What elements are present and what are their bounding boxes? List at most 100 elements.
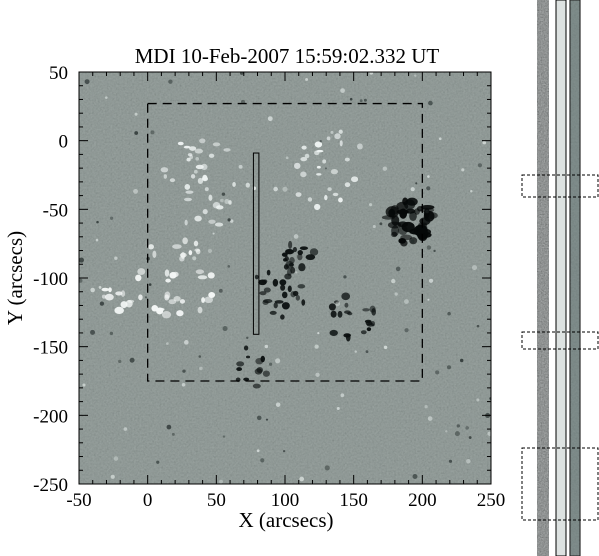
polarity-speck (282, 450, 286, 453)
polarity-spot (138, 294, 143, 301)
polarity-spot (301, 145, 307, 150)
polarity-spot (202, 174, 208, 181)
polarity-spot (326, 136, 331, 141)
polarity-speck (487, 431, 491, 436)
polarity-speck (425, 209, 429, 214)
polarity-speck (466, 458, 471, 464)
polarity-spot (255, 357, 264, 365)
polarity-speck (275, 402, 281, 407)
polarity-spot (288, 263, 294, 267)
polarity-speck (198, 355, 202, 358)
polarity-spot (292, 247, 297, 253)
polarity-speck (144, 296, 148, 299)
polarity-speck (150, 130, 155, 135)
polarity-speck (275, 358, 281, 364)
polarity-spot (391, 231, 398, 238)
polarity-speck (114, 256, 118, 260)
polarity-speck (96, 220, 99, 224)
polarity-speck (319, 140, 322, 143)
polarity-spot (262, 279, 268, 284)
polarity-speck (415, 182, 418, 185)
polarity-spot (281, 252, 288, 257)
polarity-spot (187, 153, 193, 157)
polarity-speck (293, 234, 299, 239)
polarity-speck (465, 426, 469, 430)
polarity-speck (109, 331, 114, 336)
polarity-speck (110, 216, 114, 220)
polarity-spot (423, 208, 430, 219)
polarity-speck (204, 187, 209, 192)
polarity-speck (369, 72, 374, 75)
polarity-spot (345, 333, 351, 342)
polarity-speck (98, 285, 102, 289)
polarity-spot (365, 321, 373, 326)
polarity-speck (427, 298, 430, 301)
polarity-spot (309, 248, 319, 256)
polarity-spot (297, 253, 303, 261)
polarity-spot (169, 178, 176, 183)
polarity-spot (215, 205, 224, 210)
polarity-speck (456, 424, 460, 428)
polarity-spot (337, 310, 343, 318)
polarity-speck (428, 100, 433, 106)
polarity-spot (156, 307, 164, 315)
polarity-spot (396, 209, 409, 215)
polarity-speck (79, 257, 85, 263)
polarity-spot (254, 274, 259, 280)
polarity-spot (387, 221, 402, 229)
polarity-spot (299, 246, 309, 251)
polarity-speck (394, 292, 398, 296)
polarity-spot (314, 141, 323, 148)
polarity-speck (90, 329, 96, 335)
polarity-speck (212, 232, 215, 235)
polarity-speck (335, 301, 341, 307)
polarity-speck (336, 407, 340, 411)
polarity-speck (324, 167, 327, 170)
polarity-spot (316, 173, 322, 176)
polarity-spot (115, 291, 123, 296)
polarity-speck (428, 278, 434, 283)
polarity-speck (224, 198, 230, 204)
polarity-speck (447, 311, 451, 316)
strip-highlight-box-1 (521, 174, 599, 198)
polarity-spot (236, 361, 245, 367)
polarity-spot (295, 192, 302, 197)
polarity-speck (299, 476, 305, 482)
polarity-speck (221, 192, 226, 196)
polarity-speck (476, 324, 480, 328)
polarity-spot (328, 303, 336, 311)
polarity-spot (274, 300, 284, 304)
polarity-speck (383, 345, 388, 350)
polarity-spot (204, 296, 214, 304)
polarity-speck (166, 342, 169, 345)
polarity-speck (340, 88, 345, 93)
polarity-speck (227, 265, 231, 268)
polarity-spot (290, 291, 296, 298)
polarity-spot (279, 279, 287, 286)
polarity-speck (222, 325, 228, 332)
y-tick-label: -150 (33, 338, 68, 359)
polarity-speck (427, 416, 433, 421)
polarity-spot (101, 294, 106, 299)
x-tick-label: 200 (408, 490, 437, 511)
polarity-speck (134, 131, 139, 135)
polarity-spot (212, 142, 221, 147)
polarity-spot (298, 263, 306, 272)
slit-marker (252, 152, 260, 335)
polarity-speck (267, 116, 273, 122)
polarity-spot (179, 299, 186, 304)
y-tick-label: -250 (33, 475, 68, 496)
polarity-speck (472, 265, 478, 271)
polarity-speck (454, 431, 460, 437)
polarity-speck (192, 256, 197, 261)
polarity-spot (330, 169, 338, 175)
x-tick-label: 100 (271, 490, 300, 511)
polarity-spot (201, 163, 208, 170)
strip-highlight-box-3 (521, 447, 599, 521)
polarity-spot (101, 287, 109, 292)
polarity-spot (295, 295, 300, 301)
y-tick-label: -200 (33, 406, 68, 427)
polarity-spots (79, 72, 491, 484)
polarity-speck (414, 74, 417, 77)
y-tick-label: 50 (49, 63, 68, 84)
